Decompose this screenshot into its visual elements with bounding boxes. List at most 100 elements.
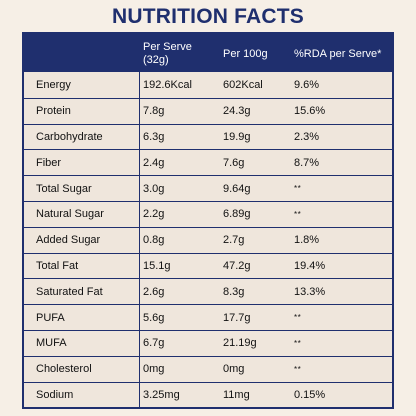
nutrient-name-text: Protein <box>36 105 71 118</box>
nutrient-name: Energy <box>24 72 140 98</box>
nutrient-name-text: Energy <box>36 78 71 91</box>
rda-value-text: ** <box>294 313 302 323</box>
nutrient-name-text: PUFA <box>36 311 65 324</box>
nutrient-name-text: Natural Sugar <box>36 208 104 221</box>
nutrient-name: Total Fat <box>24 253 140 279</box>
header-per-serve-line2: (32g) <box>143 54 169 66</box>
per-100g-value-text: 21.19g <box>223 337 257 350</box>
per-100g-value-text: 19.9g <box>223 130 251 143</box>
nutrient-name: Cholesterol <box>24 356 140 382</box>
nutrient-name-text: MUFA <box>36 337 67 350</box>
header-rda: %RDA per Serve* <box>294 47 382 60</box>
rda-value: ** <box>290 202 392 227</box>
table-row: Cholesterol 0mg 0mg ** <box>24 355 392 382</box>
per-100g-value-text: 17.7g <box>223 311 251 324</box>
per-serve-value: 3.25mg <box>140 383 219 408</box>
rda-value-text: 13.3% <box>294 285 326 298</box>
rda-value: 9.6% <box>290 72 392 98</box>
table-row: Sodium 3.25mg 11mg 0.15% <box>24 381 392 408</box>
per-100g-value: 0mg <box>219 357 290 382</box>
per-serve-value: 5.6g <box>140 305 219 330</box>
per-serve-value-text: 3.0g <box>143 182 165 195</box>
rda-value: ** <box>290 357 392 382</box>
per-serve-value-text: 0mg <box>143 363 165 376</box>
nutrient-name: Natural Sugar <box>24 201 140 227</box>
rda-value: ** <box>290 331 392 356</box>
nutrition-table: Per Serve (32g) Per 100g %RDA per Serve*… <box>22 32 394 410</box>
nutrient-name-text: Cholesterol <box>36 363 92 376</box>
rda-value-text: ** <box>294 209 302 219</box>
table-row: Protein 7.8g 24.3g 15.6% <box>24 97 392 124</box>
nutrient-name: Protein <box>24 98 140 124</box>
nutrient-name-text: Sodium <box>36 388 74 401</box>
rda-value-text: 19.4% <box>294 259 326 272</box>
per-100g-value-text: 9.64g <box>223 182 251 195</box>
per-serve-value: 2.2g <box>140 202 219 227</box>
per-100g-value: 47.2g <box>219 254 290 279</box>
page-title: NUTRITION FACTS <box>112 5 304 28</box>
per-100g-value: 21.19g <box>219 331 290 356</box>
table-row: Total Sugar 3.0g 9.64g ** <box>24 175 392 201</box>
nutrient-name-text: Saturated Fat <box>36 285 103 298</box>
nutrient-name: PUFA <box>24 305 140 330</box>
rda-value: ** <box>290 305 392 330</box>
per-serve-value: 2.6g <box>140 279 219 304</box>
per-serve-value: 0.8g <box>140 228 219 253</box>
per-100g-value-text: 2.7g <box>223 234 245 247</box>
rda-value-text: 0.15% <box>294 388 326 401</box>
per-100g-value-text: 7.6g <box>223 156 245 169</box>
per-100g-value-text: 6.89g <box>223 208 251 221</box>
rda-value-text: ** <box>294 338 302 348</box>
per-serve-value-text: 6.3g <box>143 130 165 143</box>
per-100g-value: 6.89g <box>219 202 290 227</box>
per-serve-value-text: 192.6Kcal <box>143 78 192 91</box>
nutrient-name: Fiber <box>24 150 140 176</box>
rda-value: 0.15% <box>290 383 392 408</box>
table-row: Total Fat 15.1g 47.2g 19.4% <box>24 252 392 279</box>
per-serve-value-text: 2.2g <box>143 208 165 221</box>
per-100g-value: 11mg <box>219 383 290 408</box>
rda-value-text: 15.6% <box>294 105 326 118</box>
per-serve-value-text: 3.25mg <box>143 388 180 401</box>
rda-value: 13.3% <box>290 279 392 304</box>
nutrient-name: Added Sugar <box>24 227 140 253</box>
per-100g-value-text: 602Kcal <box>223 78 263 91</box>
rda-value-text: 2.3% <box>294 130 320 143</box>
per-serve-value: 2.4g <box>140 150 219 175</box>
rda-value-text: ** <box>294 364 302 374</box>
per-100g-value: 7.6g <box>219 150 290 175</box>
table-row: Carbohydrate 6.3g 19.9g 2.3% <box>24 123 392 150</box>
rda-value: 1.8% <box>290 228 392 253</box>
per-serve-value-text: 5.6g <box>143 311 165 324</box>
nutrient-name: Saturated Fat <box>24 279 140 305</box>
per-100g-value-text: 8.3g <box>223 285 245 298</box>
table-row: Saturated Fat 2.6g 8.3g 13.3% <box>24 278 392 305</box>
table-row: PUFA 5.6g 17.7g ** <box>24 304 392 330</box>
per-serve-value: 7.8g <box>140 99 219 124</box>
per-100g-value: 24.3g <box>219 99 290 124</box>
per-serve-value: 15.1g <box>140 254 219 279</box>
rda-value: 8.7% <box>290 150 392 175</box>
table-header: Per Serve (32g) Per 100g %RDA per Serve* <box>24 34 392 72</box>
per-100g-value: 2.7g <box>219 228 290 253</box>
per-serve-value-text: 6.7g <box>143 337 165 350</box>
rda-value-text: 9.6% <box>294 78 320 91</box>
nutrient-name: Sodium <box>24 382 140 408</box>
rda-value: 19.4% <box>290 254 392 279</box>
per-serve-value-text: 2.6g <box>143 285 165 298</box>
rda-value: ** <box>290 176 392 201</box>
rda-value: 15.6% <box>290 99 392 124</box>
nutrient-name: Total Sugar <box>24 176 140 201</box>
per-100g-value-text: 0mg <box>223 363 245 376</box>
header-per-100g: Per 100g <box>223 47 268 60</box>
table-row: Fiber 2.4g 7.6g 8.7% <box>24 149 392 176</box>
per-serve-value-text: 15.1g <box>143 259 171 272</box>
per-100g-value: 9.64g <box>219 176 290 201</box>
nutrient-name-text: Total Sugar <box>36 182 92 195</box>
rda-value-text: 8.7% <box>294 156 320 169</box>
table-row: Added Sugar 0.8g 2.7g 1.8% <box>24 226 392 253</box>
per-100g-value: 8.3g <box>219 279 290 304</box>
rda-value: 2.3% <box>290 125 392 150</box>
header-per-serve: Per Serve (32g) <box>140 34 219 72</box>
per-serve-value: 192.6Kcal <box>140 72 219 98</box>
